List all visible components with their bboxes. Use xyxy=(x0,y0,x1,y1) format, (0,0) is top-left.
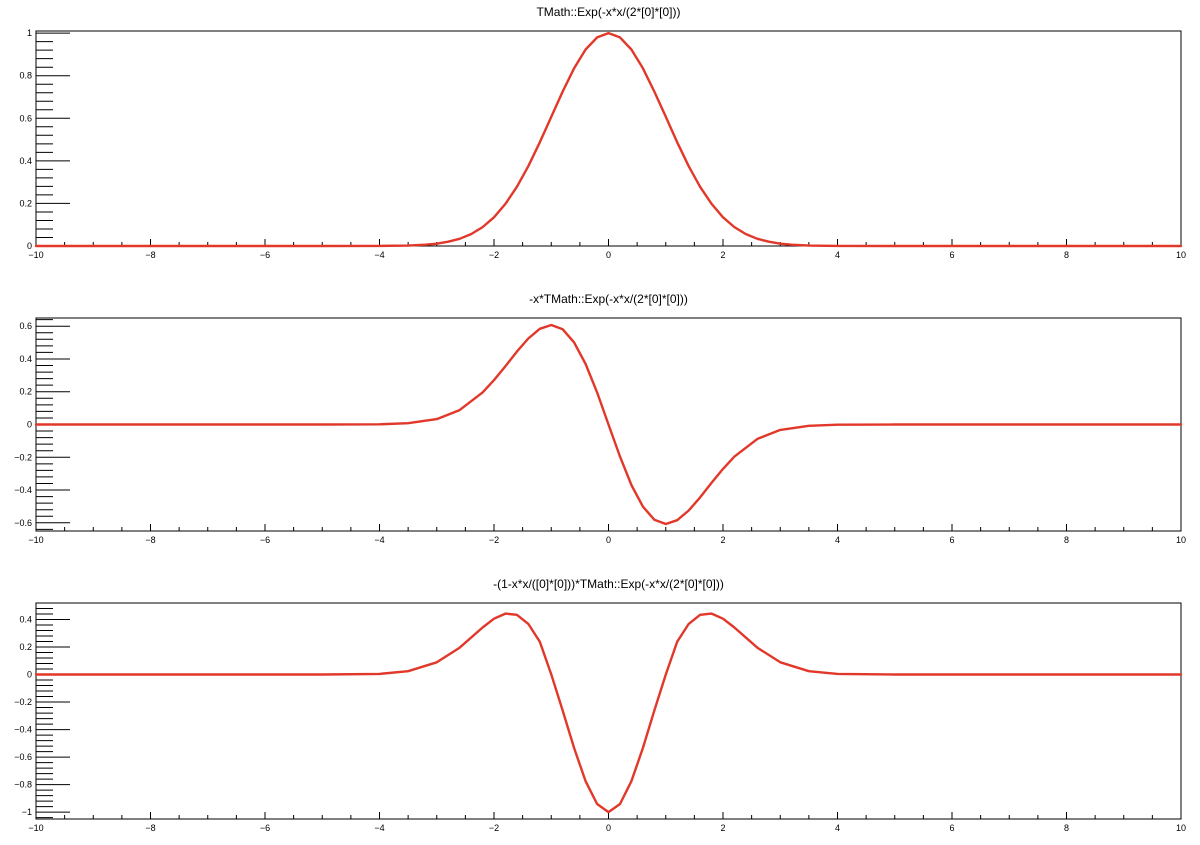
y-tick-label: 0.6 xyxy=(19,113,32,123)
x-tick-label: 0 xyxy=(606,535,611,545)
x-tick-label: 8 xyxy=(1064,535,1069,545)
y-tick-label: −0.4 xyxy=(14,485,32,495)
y-tick-label: −0.2 xyxy=(14,697,32,707)
y-tick-label: 0.2 xyxy=(19,198,32,208)
x-tick-label: 8 xyxy=(1064,823,1069,833)
y-tick-label: −1 xyxy=(22,807,32,817)
x-tick-label: 2 xyxy=(720,823,725,833)
x-tick-label: −8 xyxy=(145,250,155,260)
chart-panel-first-derivative: -x*TMath::Exp(-x*x/(2*[0]*[0]))−0.6−0.4−… xyxy=(14,292,1186,545)
x-tick-label: −10 xyxy=(28,823,43,833)
series-line xyxy=(34,31,1183,248)
x-tick-label: 6 xyxy=(949,823,954,833)
x-tick-label: −8 xyxy=(145,535,155,545)
y-tick-label: 0.4 xyxy=(19,615,32,625)
x-tick-label: −10 xyxy=(28,535,43,545)
x-tick-label: −2 xyxy=(489,823,499,833)
x-tick-label: 6 xyxy=(949,535,954,545)
x-tick-label: 6 xyxy=(949,250,954,260)
x-tick-label: 0 xyxy=(606,823,611,833)
chart-title: -x*TMath::Exp(-x*x/(2*[0]*[0])) xyxy=(529,292,688,306)
y-tick-label: 0 xyxy=(27,420,32,430)
x-tick-label: −8 xyxy=(145,823,155,833)
x-tick-label: 2 xyxy=(720,250,725,260)
x-tick-label: −2 xyxy=(489,535,499,545)
x-tick-label: 0 xyxy=(606,250,611,260)
x-tick-label: 10 xyxy=(1176,250,1186,260)
y-tick-label: −0.8 xyxy=(14,780,32,790)
x-tick-label: 8 xyxy=(1064,250,1069,260)
series-line xyxy=(34,612,1183,814)
y-tick-label: 0.6 xyxy=(19,321,32,331)
x-tick-label: −4 xyxy=(374,250,384,260)
chart-panel-second-derivative: -(1-x*x/([0]*[0]))*TMath::Exp(-x*x/(2*[0… xyxy=(14,577,1186,833)
chart-title: -(1-x*x/([0]*[0]))*TMath::Exp(-x*x/(2*[0… xyxy=(493,577,724,591)
y-tick-label: −0.4 xyxy=(14,725,32,735)
x-tick-label: −6 xyxy=(260,823,270,833)
x-tick-label: −2 xyxy=(489,250,499,260)
x-tick-label: −10 xyxy=(28,250,43,260)
x-tick-label: −4 xyxy=(374,823,384,833)
y-tick-label: 0 xyxy=(27,670,32,680)
y-tick-label: 0.8 xyxy=(19,71,32,81)
chart-panel-gaussian: TMath::Exp(-x*x/(2*[0]*[0]))0 0.2 0.4 0.6 0.… xyxy=(19,5,1186,260)
y-tick-label: 0.4 xyxy=(19,156,32,166)
y-tick-label: −0.6 xyxy=(14,518,32,528)
x-tick-label: 2 xyxy=(720,535,725,545)
y-tick-label: 0.4 xyxy=(19,354,32,364)
y-tick-label: 0.2 xyxy=(19,642,32,652)
chart-title: TMath::Exp(-x*x/(2*[0]*[0])) xyxy=(536,5,680,19)
x-tick-label: −6 xyxy=(260,250,270,260)
x-tick-label: 10 xyxy=(1176,823,1186,833)
y-tick-label: 0 xyxy=(27,241,32,251)
y-tick-label: 0.2 xyxy=(19,387,32,397)
y-tick-label: −0.2 xyxy=(14,452,32,462)
x-tick-label: 4 xyxy=(835,535,840,545)
x-tick-label: 10 xyxy=(1176,535,1186,545)
y-tick-label: −0.6 xyxy=(14,752,32,762)
y-tick-label: 1 xyxy=(27,28,32,38)
x-tick-label: −6 xyxy=(260,535,270,545)
x-tick-label: −4 xyxy=(374,535,384,545)
x-tick-label: 4 xyxy=(835,823,840,833)
x-tick-label: 4 xyxy=(835,250,840,260)
series-line xyxy=(34,323,1183,526)
